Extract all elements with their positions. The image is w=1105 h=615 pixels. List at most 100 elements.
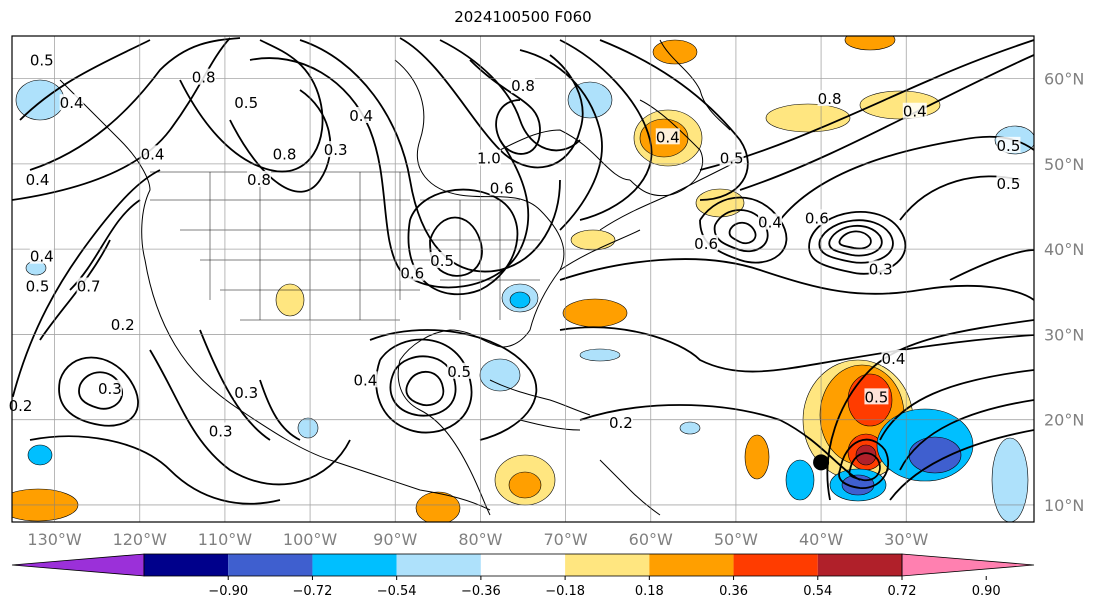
contour-label-bg	[608, 413, 633, 430]
lat-tick-label: 60°N	[1044, 70, 1084, 89]
contour-label-bg	[8, 396, 33, 413]
contour-label-bg	[191, 68, 216, 85]
contour-label-bg	[694, 234, 719, 251]
lon-tick-label: 50°W	[714, 530, 758, 549]
contour-label-bg	[234, 384, 259, 401]
contour-label: 0.3	[209, 422, 233, 440]
contour-label: 0.8	[511, 77, 535, 95]
colorbar-tick-label: 0.72	[888, 584, 917, 599]
contour-label: 0.5	[430, 252, 454, 270]
coastlines	[59, 39, 741, 516]
colorbar-segment	[817, 554, 902, 576]
shade-positive-east-pacific	[415, 491, 461, 522]
contour-label: 0.6	[400, 265, 424, 283]
contour-label: 0.4	[882, 350, 906, 368]
contour-label: 0.4	[354, 371, 378, 389]
colorbar-segment	[733, 554, 818, 576]
lon-tick-label: 40°W	[799, 530, 843, 549]
contour-label: 0.5	[234, 94, 258, 112]
colorbar-extend-min	[11, 553, 145, 577]
contour-label: 0.5	[30, 52, 54, 70]
colorbar-tick-label: −0.72	[293, 584, 333, 599]
contour-label-bg	[349, 107, 374, 123]
contour-label-bg	[59, 94, 84, 111]
lon-tick-label: 30°W	[884, 530, 928, 549]
contour-label: 0.5	[447, 363, 471, 381]
contour-label: 0.5	[865, 388, 889, 406]
contour-label-bg	[140, 145, 165, 162]
contour-label-bg	[272, 145, 297, 162]
shade-negative-storm-west	[785, 459, 815, 501]
contour-label-bg	[447, 362, 472, 379]
shade-positive-caribbean	[744, 434, 770, 480]
lat-tick-label: 10°N	[1044, 496, 1084, 515]
contour-label: 0.4	[26, 171, 50, 189]
contour-label: 0.8	[247, 171, 271, 189]
contour-label-bg	[323, 141, 348, 158]
shade-negative-small-a	[679, 421, 701, 435]
shade-negative-hudson	[567, 81, 613, 119]
contour-label-bg	[110, 315, 135, 332]
shade-negative-east-edge	[991, 437, 1029, 522]
lon-tick-label: 100°W	[283, 530, 338, 549]
colorbar-segment	[144, 554, 229, 576]
contour-label: 0.4	[141, 145, 165, 163]
contour-label-bg	[97, 379, 122, 396]
shade-positive-gulf-maine	[570, 229, 616, 251]
colorbar-tick-label: −0.54	[377, 584, 417, 599]
contour-label-bg	[476, 149, 501, 166]
contour-label: 1.0	[477, 150, 501, 168]
map-panel[interactable]: 0.50.40.40.40.80.50.80.80.40.30.81.00.60…	[0, 0, 1105, 555]
lat-tick-label: 40°N	[1044, 240, 1084, 259]
colorbar-segment	[649, 554, 734, 576]
contour-label-bg	[208, 422, 233, 439]
contour-label-bg	[353, 371, 378, 388]
colorbar-tick-label: −0.18	[545, 584, 585, 599]
contour-label: 0.2	[111, 316, 135, 334]
colorbar-tick-label: 0.18	[635, 584, 664, 599]
contour-labels: 0.50.40.40.40.80.50.80.80.40.30.81.00.60…	[8, 51, 1021, 440]
contour-label-bg	[246, 170, 271, 187]
shade-negative-small-b	[297, 417, 319, 439]
contour-label-bg	[996, 136, 1021, 153]
contour-label: 0.4	[656, 128, 680, 146]
lon-tick-label: 60°W	[629, 530, 673, 549]
contour-label: 0.4	[349, 107, 373, 125]
contour-label: 0.7	[77, 278, 101, 296]
contour-label: 0.2	[609, 414, 633, 432]
shade-positive-greenland	[844, 36, 896, 51]
contour-label: 0.8	[273, 145, 297, 163]
lon-tick-label: 90°W	[373, 530, 417, 549]
contour-label: 0.4	[903, 103, 927, 121]
contour-label: 0.5	[997, 175, 1021, 193]
colorbar-tick-label: −0.36	[461, 584, 501, 599]
contour-label-bg	[511, 77, 535, 94]
lat-tick-label: 20°N	[1044, 411, 1084, 430]
contour-label: 0.3	[234, 384, 258, 402]
colorbar-segment	[228, 554, 313, 576]
colorbar-extend-max	[901, 553, 1035, 577]
lat-tick-label: 30°N	[1044, 325, 1084, 344]
shade-negative-gulf	[479, 358, 521, 392]
storm-center-marker[interactable]	[813, 454, 830, 471]
contour-label-bg	[902, 102, 927, 119]
longitude-tick-labels: 130°W 120°W 110°W 100°W 90°W 80°W 70°W 60°W 50°W…	[27, 530, 928, 549]
shade-negative-pacific-b	[27, 444, 53, 466]
contour-label: 0.8	[192, 69, 216, 87]
shade-positive-mid-atlantic-a	[765, 103, 851, 133]
page-title: 2024100500 F060	[454, 8, 592, 26]
shade-negative-nw	[15, 79, 65, 121]
contour-label: 0.4	[30, 248, 54, 266]
contour-label-bg	[655, 128, 680, 145]
contour-label: 0.5	[720, 150, 744, 168]
lon-tick-label: 120°W	[113, 530, 168, 549]
contour-label-bg	[400, 264, 425, 281]
lat-tick-label: 50°N	[1044, 155, 1084, 174]
shade-negative-gulf-b	[579, 348, 621, 362]
colorbar-tick-label: 0.90	[972, 584, 1001, 599]
gridlines	[12, 36, 1034, 522]
contour-label-bg	[996, 175, 1021, 192]
lon-tick-label: 70°W	[543, 530, 587, 549]
contour-label-bg	[489, 179, 514, 196]
contour-label: 0.4	[60, 94, 84, 112]
